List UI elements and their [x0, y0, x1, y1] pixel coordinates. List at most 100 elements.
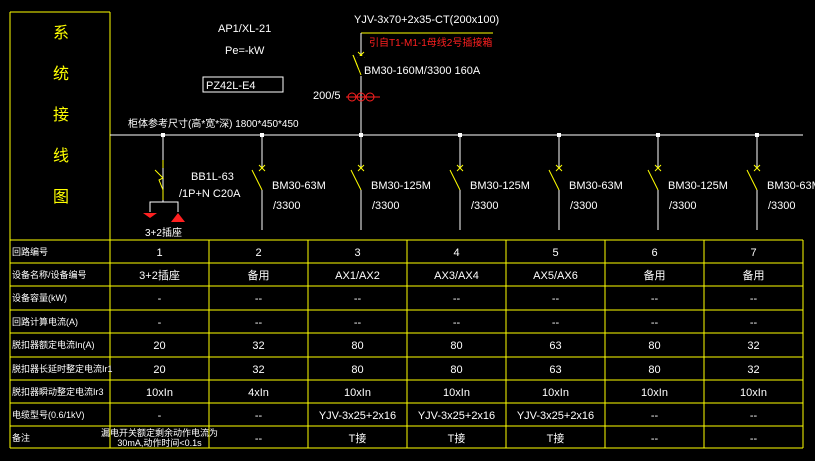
- table-cell: --: [651, 317, 659, 329]
- table-cell: AX1/AX2: [335, 270, 380, 282]
- row-header: 脱扣器额定电流In(A): [12, 339, 95, 350]
- socket-icon: [171, 213, 185, 222]
- table-cell: --: [255, 293, 263, 305]
- branch-breaker-spec: /1P+N C20A: [179, 188, 241, 200]
- table-cell: 80: [351, 364, 363, 376]
- branch-breaker-spec: /3300: [768, 200, 796, 212]
- title-char: 线: [53, 147, 69, 165]
- table-cell: 32: [252, 364, 264, 376]
- panel-size: 柜体参考尺寸(高*宽*深) 1800*450*450: [128, 117, 299, 130]
- breaker-symbol: [350, 164, 365, 191]
- socket-icon: [143, 213, 157, 218]
- branch-circuits: BB1L-63/1P+N C20A3+2插座BM30-63M/3300BM30-…: [143, 133, 815, 239]
- table-cell: 备用: [644, 268, 666, 282]
- table-cell: 10xIn: [740, 387, 767, 399]
- table-cell: 4xIn: [248, 387, 269, 399]
- table-cell: --: [255, 317, 263, 329]
- breaker-symbol: [449, 164, 464, 191]
- branch-3: BM30-125M/3300: [350, 133, 431, 230]
- table-cell: 32: [747, 364, 759, 376]
- branch-5: BM30-63M/3300: [548, 133, 623, 230]
- branch-breaker: BM30-63M: [569, 180, 623, 192]
- title-char: 统: [53, 65, 69, 83]
- branch-breaker: BM30-63M: [272, 180, 326, 192]
- table-cell: 10xIn: [542, 387, 569, 399]
- table-cell: 4: [453, 247, 459, 259]
- table-cell: --: [255, 433, 263, 445]
- branch-breaker-spec: /3300: [669, 200, 697, 212]
- breaker-symbol: [746, 164, 761, 191]
- table-cell: 漏电开关额定剩余动作电流为 30mA,动作时间<0.1s: [101, 427, 218, 448]
- row-header: 设备名称/设备编号: [12, 269, 87, 280]
- table-cell: 10xIn: [641, 387, 668, 399]
- table-cell: 10xIn: [344, 387, 371, 399]
- table-cell: -: [158, 293, 162, 305]
- table-cell: 32: [747, 340, 759, 352]
- branch-2: BM30-63M/3300: [251, 133, 326, 230]
- incoming-source: 引自T1-M1-1母线2号插接箱: [369, 36, 492, 49]
- incoming-cable: YJV-3x70+2x35-CT(200x100): [354, 14, 499, 26]
- branch-breaker: BM30-125M: [470, 180, 530, 192]
- breaker-symbol: [251, 164, 266, 191]
- table-cell: --: [354, 317, 362, 329]
- branch-breaker-spec: /3300: [372, 200, 400, 212]
- panel-power: Pe=-kW: [225, 45, 265, 57]
- row-header: 设备容量(kW): [12, 292, 67, 303]
- table-cell: --: [453, 293, 461, 305]
- table-cell: 10xIn: [146, 387, 173, 399]
- table-cell: --: [750, 433, 758, 445]
- table-cell: 10xIn: [443, 387, 470, 399]
- socket-wiring: [149, 201, 179, 212]
- row-header: 回路计算电流(A): [12, 316, 78, 327]
- table-cell: 7: [750, 247, 756, 259]
- main-breaker-label: BM30-160M/3300 160A: [364, 65, 481, 77]
- table-cell: 80: [351, 340, 363, 352]
- branch-breaker-spec: /3300: [273, 200, 301, 212]
- table-cell: AX5/AX6: [533, 270, 578, 282]
- table-cell: T接: [547, 432, 565, 445]
- table-cell: --: [552, 317, 560, 329]
- table-cell: --: [651, 410, 659, 422]
- panel-model: PZ42L-E4: [206, 80, 256, 92]
- table-cell: 80: [450, 340, 462, 352]
- table-cell: 备用: [248, 268, 270, 282]
- row-header: 脱扣器瞬动整定电流Ir3: [12, 386, 104, 397]
- table-cell: T接: [349, 432, 367, 445]
- branch-6: BM30-125M/3300: [647, 133, 728, 230]
- table-cell: --: [750, 410, 758, 422]
- table-cell: 20: [153, 364, 165, 376]
- table-cell: 6: [651, 247, 657, 259]
- table-cell: 3: [354, 247, 360, 259]
- model-box: [202, 76, 284, 93]
- row-header: 备注: [12, 432, 30, 443]
- branch-7: BM30-63M/3300: [746, 133, 815, 230]
- table-cell: --: [651, 433, 659, 445]
- table-cell: 80: [648, 340, 660, 352]
- table-cell: --: [750, 293, 758, 305]
- table-cell: AX3/AX4: [434, 270, 479, 282]
- table-cell: 5: [552, 247, 558, 259]
- table-cell: 2: [255, 247, 261, 259]
- table-cell: --: [354, 293, 362, 305]
- table-cell: 备用: [743, 268, 765, 282]
- breaker-symbol: [548, 164, 563, 191]
- current-transformer-icon: [346, 92, 380, 102]
- rcbo-symbol: [154, 160, 164, 200]
- breaker-symbol: [647, 164, 662, 191]
- table-cell: 1: [156, 247, 162, 259]
- branch-load: 3+2插座: [145, 226, 182, 239]
- title-char: 图: [53, 189, 69, 206]
- row-header: 电缆型号(0.6/1kV): [12, 409, 85, 420]
- table-cell: 63: [549, 364, 561, 376]
- branch-breaker: BM30-125M: [668, 180, 728, 192]
- table-cell: --: [651, 293, 659, 305]
- table-cell: -: [158, 317, 162, 329]
- title-char: 系: [53, 24, 69, 42]
- branch-breaker: BM30-63M: [767, 180, 815, 192]
- table-cell: --: [255, 410, 263, 422]
- table-cell: 80: [450, 364, 462, 376]
- branch-1: BB1L-63/1P+N C20A 3+2插座: [143, 133, 241, 239]
